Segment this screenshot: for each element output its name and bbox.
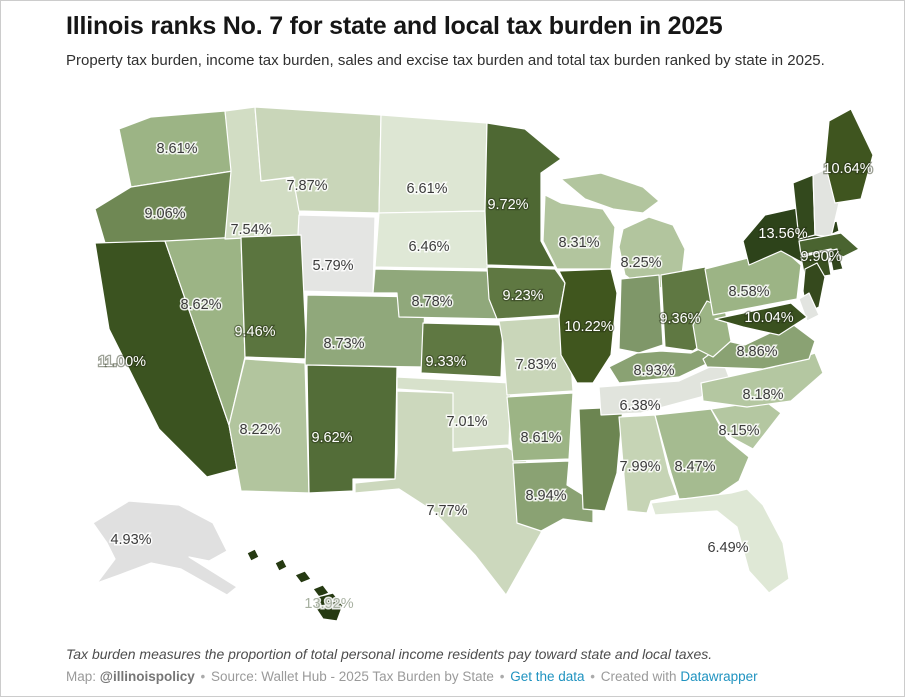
state-fl[interactable] xyxy=(650,488,790,594)
state-ks[interactable] xyxy=(420,322,504,378)
source-name: Wallet Hub - 2025 Tax Burden by State xyxy=(261,669,494,684)
state-or[interactable] xyxy=(94,170,238,244)
state-ma[interactable] xyxy=(798,232,860,258)
source-label: Source: xyxy=(210,669,258,684)
state-ga[interactable] xyxy=(654,408,750,500)
state-in[interactable] xyxy=(618,274,664,354)
datawrapper-link[interactable]: Datawrapper xyxy=(680,669,758,684)
state-me[interactable] xyxy=(824,108,874,204)
map-byline-handle: @illinoispolicy xyxy=(99,669,195,684)
separator-dot: • xyxy=(590,669,595,684)
state-va[interactable] xyxy=(702,322,816,370)
state-az[interactable] xyxy=(228,358,310,494)
state-nd[interactable] xyxy=(378,114,488,214)
state-wy[interactable] xyxy=(294,214,376,294)
get-the-data-link[interactable]: Get the data xyxy=(510,669,585,684)
page-title: Illinois ranks No. 7 for state and local… xyxy=(66,12,723,40)
state-ak[interactable] xyxy=(92,500,238,596)
chart-header: Illinois ranks No. 7 for state and local… xyxy=(66,11,888,71)
state-wi[interactable] xyxy=(542,194,616,270)
state-ri[interactable] xyxy=(828,248,844,272)
state-mi[interactable] xyxy=(560,172,686,292)
state-il[interactable] xyxy=(558,268,618,384)
state-hi[interactable] xyxy=(246,548,344,622)
chart-footer: Tax burden measures the proportion of to… xyxy=(66,646,888,684)
state-md[interactable] xyxy=(714,302,808,336)
state-sd[interactable] xyxy=(374,210,490,270)
state-nm[interactable] xyxy=(306,364,398,494)
separator-dot: • xyxy=(499,669,505,684)
state-ut[interactable] xyxy=(240,234,308,360)
state-ia[interactable] xyxy=(486,266,566,320)
state-wv[interactable] xyxy=(692,300,732,358)
separator-dot: • xyxy=(200,669,206,684)
map-byline-label: Map: xyxy=(66,669,97,684)
state-la[interactable] xyxy=(512,460,594,532)
created-with-label: Created with xyxy=(600,669,677,684)
state-ar[interactable] xyxy=(506,392,574,462)
chart-subtitle: Property tax burden, income tax burden, … xyxy=(66,52,825,69)
state-tx[interactable] xyxy=(354,390,550,596)
state-mn[interactable] xyxy=(484,122,562,268)
map-footnote: Tax burden measures the proportion of to… xyxy=(66,646,713,662)
state-de[interactable] xyxy=(798,292,820,322)
attribution-line: Map: @illinoispolicy • Source: Wallet Hu… xyxy=(66,669,888,684)
state-ms[interactable] xyxy=(578,406,624,512)
